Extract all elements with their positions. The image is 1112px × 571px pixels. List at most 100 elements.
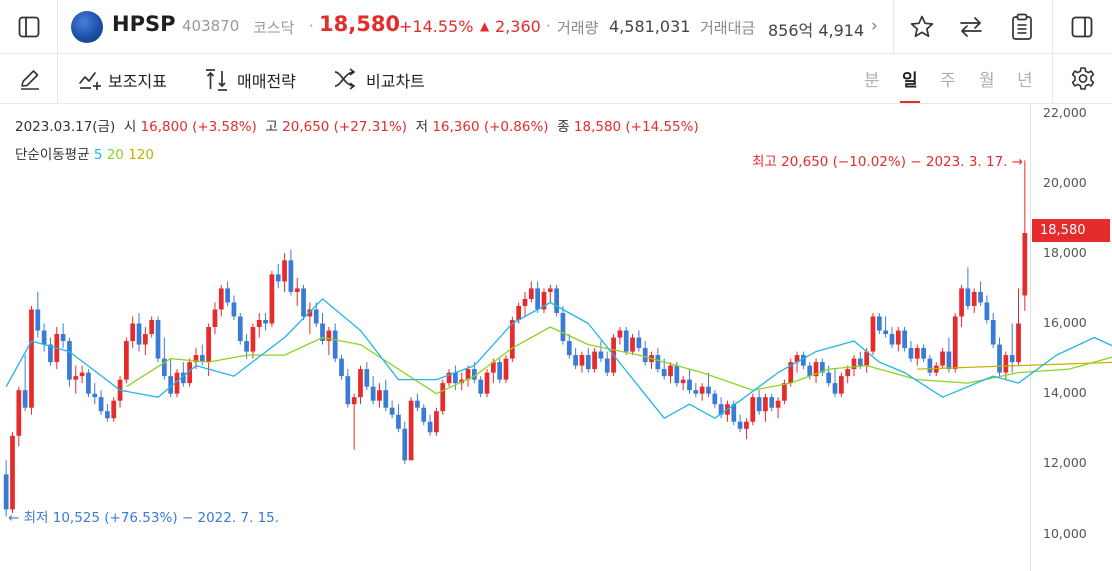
open-label: 시 <box>123 119 137 135</box>
candle-body <box>921 348 926 359</box>
trade-amount-label: 거래대금 <box>700 19 756 37</box>
candle-body <box>857 358 863 366</box>
candle-body <box>111 400 117 419</box>
y-tick-label: 14,000 <box>1043 385 1087 400</box>
candle-body <box>902 330 907 349</box>
candle-body <box>345 376 351 405</box>
candle-body <box>535 288 541 310</box>
strategy-button[interactable]: 매매전략 <box>237 72 296 91</box>
candle-body <box>883 330 889 335</box>
crossing-arrows-icon[interactable] <box>333 68 357 90</box>
sidebar-left-icon[interactable] <box>18 16 40 38</box>
price-chart-area[interactable] <box>0 104 1112 571</box>
candle-body <box>415 400 420 408</box>
candle-body <box>864 351 870 366</box>
pencil-icon[interactable] <box>18 67 42 91</box>
candle-body <box>699 386 705 394</box>
close-value: 18,580 (+14.55%) <box>573 119 699 135</box>
candle-body <box>838 376 844 394</box>
close-label: 종 <box>557 119 570 135</box>
compare-chart-button[interactable]: 비교차트 <box>366 72 425 91</box>
candle-body <box>642 348 648 363</box>
candle-body <box>86 372 91 394</box>
y-tick-label: 12,000 <box>1043 455 1087 470</box>
y-tick-label: 20,000 <box>1043 175 1087 190</box>
candle-body <box>744 421 749 429</box>
candle-body <box>288 260 294 292</box>
candle-body <box>908 348 914 359</box>
candle-body <box>832 383 838 394</box>
candle-body <box>541 291 547 310</box>
divider <box>1052 54 1053 104</box>
candle-body <box>876 316 882 331</box>
gear-icon[interactable] <box>1070 66 1096 92</box>
moving-average-legend[interactable]: 단순이동평균 5 20 120 <box>15 143 154 163</box>
candle-body <box>313 309 319 324</box>
period-week-tab[interactable]: 주 <box>940 71 956 91</box>
candle-body <box>326 330 332 342</box>
candle-body <box>870 316 876 352</box>
separator-dot: · <box>546 17 551 35</box>
candle-body <box>661 369 667 377</box>
period-year-tab[interactable]: 년 <box>1017 71 1033 91</box>
current-price-tag: 18,580 <box>1032 219 1110 242</box>
candle-body <box>1003 355 1009 373</box>
ma5-legend: 5 <box>93 147 103 163</box>
candle-body <box>377 390 382 401</box>
clipboard-icon[interactable] <box>1009 13 1035 41</box>
candle-body <box>79 372 85 377</box>
candle-body <box>35 309 41 331</box>
candle-body <box>142 334 148 345</box>
candle-body <box>598 351 604 359</box>
change-percent: +14.55% <box>399 17 474 36</box>
candle-body <box>516 305 522 320</box>
candle-body <box>674 365 680 384</box>
sort-arrows-icon[interactable] <box>204 67 230 93</box>
candle-body <box>218 288 224 310</box>
candle-body <box>959 288 964 317</box>
period-month-tab[interactable]: 월 <box>979 71 995 91</box>
candle-body <box>528 288 534 299</box>
y-tick-label: 18,000 <box>1043 245 1087 260</box>
candle-body <box>16 390 22 436</box>
candle-body <box>168 376 174 394</box>
ma20-legend: 20 <box>106 147 124 163</box>
swap-arrows-icon[interactable] <box>958 14 984 40</box>
candle-body <box>48 344 53 363</box>
candle-body <box>1009 355 1015 363</box>
period-minute-tab[interactable]: 분 <box>864 71 880 91</box>
star-icon[interactable] <box>909 14 935 40</box>
candle-body <box>889 334 895 345</box>
candle-body <box>503 358 509 380</box>
candle-body <box>851 358 857 370</box>
candle-body <box>497 362 503 380</box>
candle-body <box>396 414 401 429</box>
candle-body <box>98 397 104 412</box>
candle-body <box>636 337 642 349</box>
active-period-indicator <box>900 101 920 103</box>
change-value: 2,360 <box>495 17 541 36</box>
candle-body <box>579 355 585 366</box>
period-day-tab[interactable]: 일 <box>902 71 918 91</box>
candle-body <box>978 291 983 303</box>
more-chevron-icon[interactable]: › <box>871 16 878 36</box>
candle-body <box>73 376 79 380</box>
candle-body <box>509 319 515 359</box>
candle-body <box>984 302 990 320</box>
sidebar-right-icon[interactable] <box>1071 16 1093 38</box>
divider <box>57 54 58 104</box>
candle-body <box>161 358 167 377</box>
ma120-legend: 120 <box>128 147 154 163</box>
candle-body <box>41 330 47 345</box>
candle-body <box>566 341 572 356</box>
candle-body <box>307 309 313 317</box>
indicator-button[interactable]: 보조지표 <box>108 72 167 91</box>
candle-body <box>490 362 496 373</box>
line-chart-plus-icon[interactable] <box>78 67 102 91</box>
candle-body <box>250 327 256 352</box>
candle-body <box>718 404 724 415</box>
high-annotation: 최고 20,650 (−10.02%) − 2023. 3. 17. → <box>752 154 1024 170</box>
candle-body <box>782 383 787 401</box>
stock-name[interactable]: HPSP <box>112 12 176 36</box>
candlestick-chart[interactable] <box>0 104 1112 571</box>
